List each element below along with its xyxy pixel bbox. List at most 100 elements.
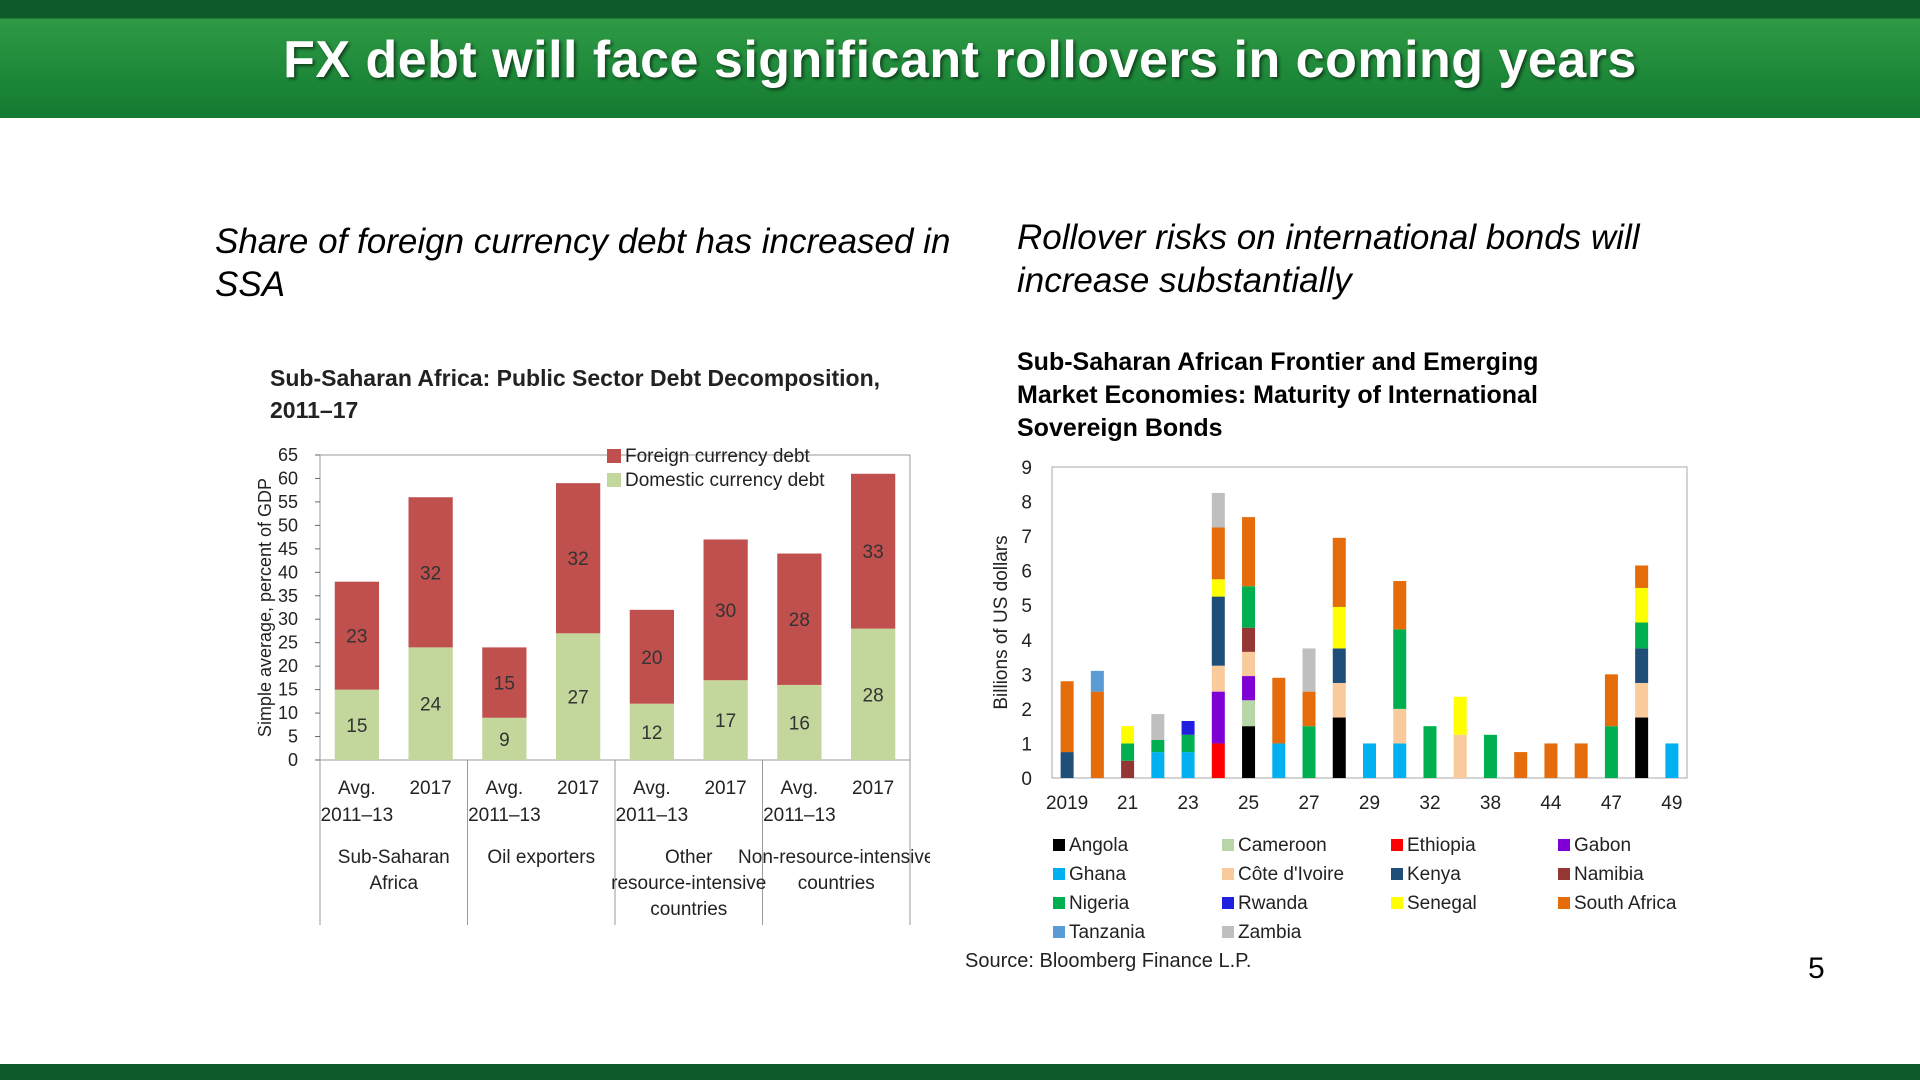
chart2-bar-segment xyxy=(1272,677,1286,744)
chart1-label-foreign: 33 xyxy=(863,542,884,563)
chart2-bar-segment xyxy=(1544,743,1558,778)
chart1-y-tick-label: 35 xyxy=(278,586,298,606)
chart1-legend-domestic: Domestic currency debt xyxy=(625,470,825,491)
chart2-y-tick-label: 7 xyxy=(1021,527,1032,548)
chart1-label-domestic: 12 xyxy=(641,723,662,744)
chart1-y-tick-label: 25 xyxy=(278,633,298,653)
chart2-y-tick-label: 6 xyxy=(1021,562,1032,583)
chart1-category-label: 2017 xyxy=(409,778,451,799)
chart1-bar-foreign xyxy=(777,553,822,685)
chart2-legend-swatch xyxy=(1222,868,1234,880)
chart2-y-tick-label: 9 xyxy=(1021,458,1032,479)
chart1-bar-domestic xyxy=(482,717,527,760)
chart2-bar-segment xyxy=(1574,743,1588,778)
chart2-bar-segment xyxy=(1151,752,1165,778)
chart2-bar-segment xyxy=(1272,743,1286,778)
chart1-y-tick-label: 5 xyxy=(288,727,298,747)
bottom-bar xyxy=(0,1064,1920,1080)
chart2-legend-swatch xyxy=(1222,897,1234,909)
chart2-bar-segment xyxy=(1121,743,1135,761)
chart2-bar-segment xyxy=(1604,674,1618,727)
page-number: 5 xyxy=(1808,952,1825,985)
chart2-legend-swatch xyxy=(1391,897,1403,909)
chart2-y-tick-label: 5 xyxy=(1021,596,1032,617)
chart1-y-tick-label: 20 xyxy=(278,656,298,676)
chart1-y-tick-label: 55 xyxy=(278,492,298,512)
chart2-bar-segment xyxy=(1453,734,1467,778)
chart2-legend-label: Cameroon xyxy=(1238,835,1327,856)
chart2-bar-segment xyxy=(1453,696,1467,735)
chart2-bar-segment xyxy=(1604,726,1618,778)
chart1-bar-foreign xyxy=(629,609,674,704)
chart2-x-tick-label: 49 xyxy=(1661,793,1682,814)
chart2-bar-segment xyxy=(1242,627,1256,652)
chart2-y-tick-label: 1 xyxy=(1021,734,1032,755)
chart1-y-tick-label: 45 xyxy=(278,539,298,559)
chart2-bar-segment xyxy=(1302,691,1316,727)
chart1-legend-foreign: Foreign currency debt xyxy=(625,446,811,467)
chart2-legend-label: Ethiopia xyxy=(1407,835,1476,856)
chart2-bar-segment xyxy=(1121,760,1135,778)
chart1-y-tick-label: 60 xyxy=(278,468,298,488)
chart2-bar-segment xyxy=(1302,726,1316,778)
chart2-y-tick-label: 0 xyxy=(1021,769,1032,790)
chart2-legend-swatch xyxy=(1053,926,1065,938)
chart1-label-foreign: 23 xyxy=(346,627,367,648)
chart2-y-axis-label: Billions of US dollars xyxy=(991,535,1012,709)
chart2-legend-swatch xyxy=(1053,897,1065,909)
chart2-legend-label: Ghana xyxy=(1069,864,1126,885)
chart2-x-tick-label: 21 xyxy=(1117,793,1138,814)
chart1-y-tick-label: 65 xyxy=(278,445,298,465)
chart2-x-tick-label: 27 xyxy=(1298,793,1319,814)
debt-decomposition-chart: Sub-Saharan Africa: Public Sector Debt D… xyxy=(255,365,930,925)
chart1-label-foreign: 20 xyxy=(641,648,662,669)
chart2-legend-label: Angola xyxy=(1069,835,1129,856)
chart2-bar-segment xyxy=(1211,665,1225,692)
chart2-bar-segment xyxy=(1332,606,1346,649)
chart1-label-foreign: 15 xyxy=(494,674,515,695)
chart2-bar-segment xyxy=(1393,581,1407,630)
chart2-bar-segment xyxy=(1393,629,1407,709)
chart1-title: Sub-Saharan Africa: Public Sector Debt D… xyxy=(270,365,880,423)
chart2-bar-segment xyxy=(1332,537,1346,607)
chart1-bar-domestic xyxy=(851,628,896,760)
chart1-y-tick-label: 15 xyxy=(278,680,298,700)
chart1-label-domestic: 15 xyxy=(346,716,367,737)
chart2-legend-label: Côte d'Ivoire xyxy=(1238,864,1344,885)
chart2-legend-label: Rwanda xyxy=(1238,893,1308,914)
chart2-x-tick-label: 47 xyxy=(1601,793,1622,814)
chart1-label-foreign: 28 xyxy=(789,610,810,631)
chart1-y-axis-label: Simple average, percent of GDP xyxy=(255,478,275,737)
chart2-legend-label: South Africa xyxy=(1574,893,1677,914)
chart1-y-tick-label: 10 xyxy=(278,703,298,723)
chart1-label-foreign: 32 xyxy=(420,563,441,584)
chart1-label-domestic: 17 xyxy=(715,711,736,732)
title-banner: FX debt will face significant rollovers … xyxy=(0,0,1920,118)
chart2-bar-segment xyxy=(1060,752,1074,778)
chart2-x-tick-label: 44 xyxy=(1540,793,1562,814)
chart2-bar-segment xyxy=(1181,752,1195,778)
chart2-legend-swatch xyxy=(1053,839,1065,851)
chart2-bar-segment xyxy=(1514,752,1528,778)
chart2-bar-segment xyxy=(1121,726,1135,744)
chart2-bar-segment xyxy=(1363,743,1376,778)
chart2-bar-segment xyxy=(1635,682,1649,718)
chart2-y-tick-label: 4 xyxy=(1021,631,1032,652)
chart2-bar-segment xyxy=(1242,726,1256,778)
chart1-group-label: Other resource-intensive countries xyxy=(611,847,766,920)
chart1-category-label: 2017 xyxy=(557,778,599,799)
chart1-bar-foreign xyxy=(703,539,748,681)
chart1-category-label: 2017 xyxy=(852,778,894,799)
chart2-legend-label: Tanzania xyxy=(1069,922,1145,943)
chart2-bar-segment xyxy=(1332,648,1346,683)
chart2-x-tick-label: 38 xyxy=(1480,793,1501,814)
chart1-bar-domestic xyxy=(408,647,453,760)
chart2-x-tick-label: 29 xyxy=(1359,793,1380,814)
chart2-bar-segment xyxy=(1211,579,1225,597)
chart1-label-domestic: 16 xyxy=(789,713,810,734)
chart1-category-label: Avg. 2011–13 xyxy=(321,778,394,826)
chart2-bar-segment xyxy=(1635,717,1649,778)
chart1-bar-domestic xyxy=(703,680,748,760)
chart2-bar-segment xyxy=(1423,726,1437,778)
chart2-plot-area xyxy=(1051,466,1688,779)
